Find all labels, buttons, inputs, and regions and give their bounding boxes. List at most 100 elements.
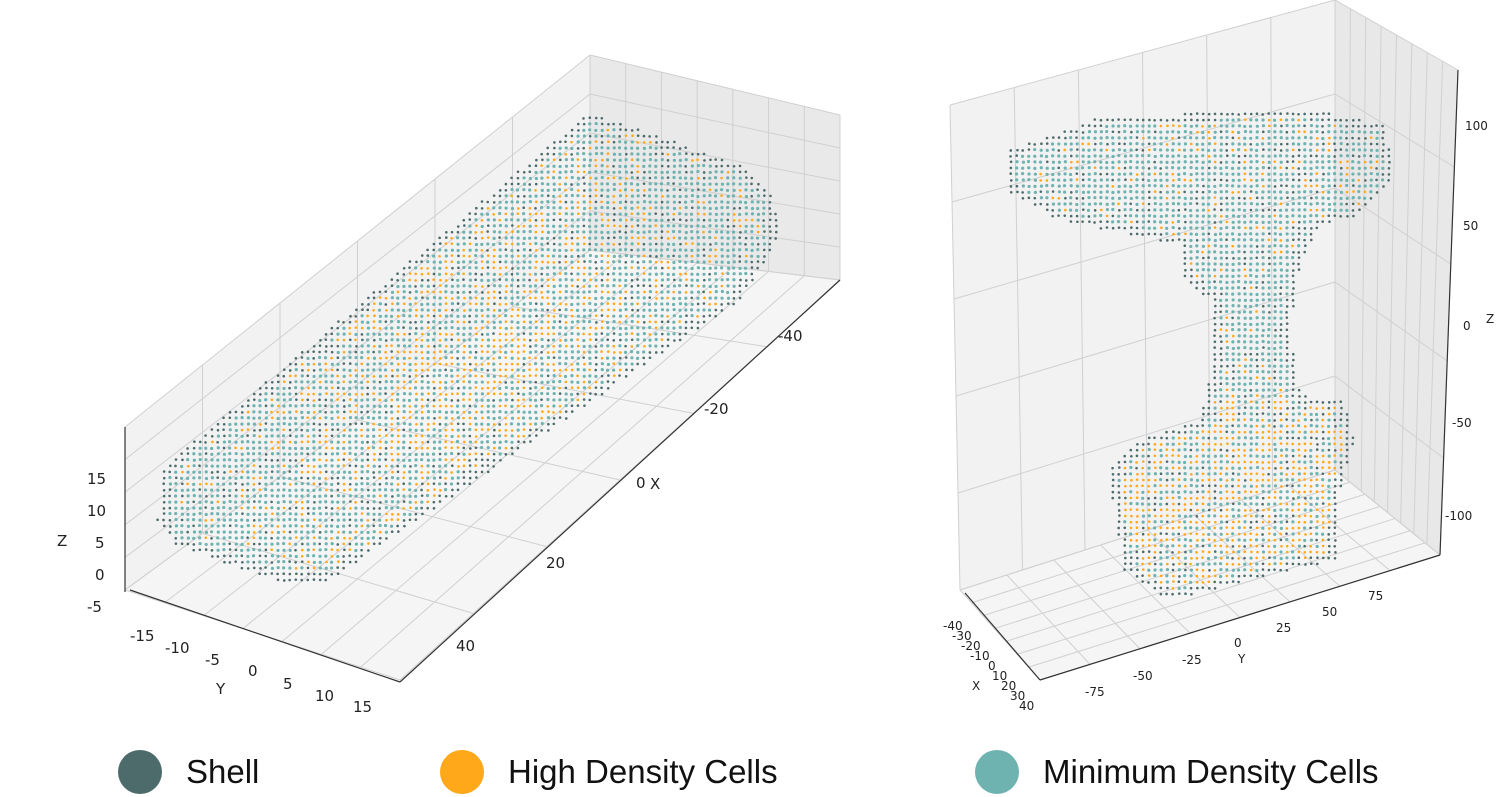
left-high-density-point (415, 446, 418, 450)
right-minimum-density-point (1267, 184, 1271, 188)
left-minimum-density-point (582, 218, 586, 222)
left-minimum-density-point (534, 176, 538, 181)
left-high-density-point (420, 410, 424, 414)
left-shell-point (318, 542, 321, 546)
right-shell-point (1105, 226, 1109, 229)
right-minimum-density-point (1092, 148, 1097, 152)
left-minimum-density-point (732, 284, 736, 288)
left-minimum-density-point (510, 440, 514, 444)
left-shell-point (612, 236, 616, 239)
left-shell-point (324, 578, 327, 582)
left-minimum-density-point (498, 398, 502, 402)
left-minimum-density-point (354, 494, 358, 498)
left-shell-point (661, 213, 664, 216)
left-high-density-point (594, 194, 598, 198)
left-minimum-density-point (168, 475, 172, 480)
right-minimum-density-point (1249, 220, 1253, 224)
left-minimum-density-point (714, 266, 718, 270)
right-shell-point (1130, 226, 1133, 229)
left-high-density-point (648, 320, 652, 324)
right-shell-point (1064, 136, 1067, 140)
left-minimum-density-point (558, 344, 562, 348)
left-high-density-point (558, 368, 562, 372)
right-minimum-density-point (1273, 220, 1278, 224)
left-minimum-density-point (672, 194, 676, 198)
right-shell-point (1273, 208, 1277, 212)
right-minimum-density-point (1087, 195, 1091, 200)
left-minimum-density-point (660, 176, 664, 180)
left-shell-point (210, 471, 214, 474)
left-high-density-point (271, 447, 274, 450)
left-shell-point (360, 476, 364, 480)
right-minimum-density-point (1099, 130, 1103, 134)
left-high-density-point (462, 410, 466, 414)
left-minimum-density-point (396, 308, 400, 312)
right-minimum-density-point (1195, 160, 1199, 164)
right-shell-point (1207, 166, 1211, 170)
left-minimum-density-point (300, 374, 304, 378)
left-shell-point (486, 464, 490, 467)
left-high-density-point (348, 398, 352, 401)
left-shell-point (390, 350, 393, 353)
left-minimum-density-point (402, 458, 406, 462)
left-minimum-density-point (618, 218, 623, 222)
left-minimum-density-point (426, 386, 430, 390)
left-shell-point (708, 314, 712, 317)
right-minimum-density-point (1267, 220, 1271, 224)
right-high-density-point (1279, 202, 1283, 206)
right-minimum-density-point (1207, 148, 1211, 153)
right-minimum-density-point (1189, 238, 1193, 243)
left-minimum-density-point (540, 200, 544, 204)
right-minimum-density-point (1321, 148, 1325, 152)
left-minimum-density-point (743, 266, 748, 270)
right-minimum-density-point (1285, 220, 1289, 224)
left-high-density-point (246, 542, 250, 546)
left-minimum-density-point (539, 404, 544, 408)
left-minimum-density-point (168, 500, 172, 504)
left-high-density-point (522, 224, 526, 228)
left-high-density-point (330, 548, 334, 551)
left-minimum-density-point (761, 200, 766, 204)
left-minimum-density-point (672, 164, 677, 168)
left-shell-point (750, 194, 753, 198)
right-minimum-density-point (1195, 166, 1199, 170)
left-shell-point (558, 218, 562, 221)
left-minimum-density-point (420, 326, 424, 330)
left-minimum-density-point (570, 380, 574, 384)
left-shell-point (666, 320, 670, 323)
left-minimum-density-point (420, 452, 424, 456)
left-minimum-density-point (498, 200, 502, 204)
left-minimum-density-point (671, 302, 676, 307)
left-minimum-density-point (276, 470, 280, 474)
left-minimum-density-point (695, 278, 700, 282)
left-minimum-density-point (618, 308, 622, 312)
left-minimum-density-point (330, 500, 334, 504)
left-shell-point (732, 164, 736, 168)
left-minimum-density-point (540, 188, 544, 192)
left-shell-point (750, 266, 754, 269)
left-minimum-density-point (455, 404, 460, 408)
left-minimum-density-point (587, 248, 592, 252)
left-high-density-point (631, 134, 634, 138)
right-minimum-density-point (1165, 202, 1169, 206)
left-minimum-density-point (330, 452, 334, 456)
right-minimum-density-point (1243, 184, 1247, 188)
left-minimum-density-point (444, 464, 448, 468)
left-minimum-density-point (612, 187, 616, 192)
left-shell-point (288, 369, 292, 372)
left-minimum-density-point (630, 140, 634, 144)
left-high-density-point (414, 302, 417, 305)
right-minimum-density-point (1207, 124, 1211, 128)
left-minimum-density-point (222, 482, 226, 486)
left-gridline (124, 93, 591, 460)
left-high-density-point (468, 452, 471, 456)
left-shell-point (582, 176, 585, 179)
left-shell-point (636, 261, 640, 264)
left-shell-point (384, 339, 388, 342)
left-minimum-density-point (636, 326, 640, 330)
left-minimum-density-point (264, 470, 268, 474)
right-minimum-density-point (1351, 195, 1355, 200)
right-gridline (1147, 529, 1241, 618)
right-minimum-density-point (1285, 232, 1289, 236)
right-minimum-density-point (1291, 172, 1295, 176)
